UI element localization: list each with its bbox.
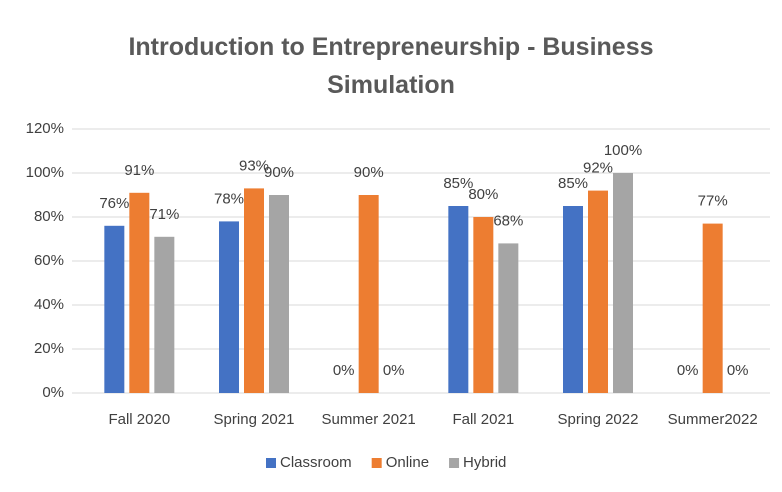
x-tick-label: Summer 2021 — [322, 411, 416, 428]
bar — [498, 243, 519, 393]
data-label: 71% — [149, 206, 179, 223]
x-tick-label: Fall 2021 — [452, 411, 514, 428]
chart-title: Introduction to Entrepreneurship - Busin… — [128, 33, 654, 99]
bar — [563, 206, 583, 393]
data-label: 85% — [443, 175, 473, 192]
bar — [473, 217, 494, 393]
legend-label: Hybrid — [463, 454, 506, 471]
bar — [104, 225, 125, 393]
data-label: 0% — [333, 362, 355, 379]
bar — [613, 173, 633, 393]
y-tick-label: 100% — [26, 164, 64, 181]
bar — [702, 223, 723, 393]
data-label: 77% — [698, 193, 728, 210]
bar — [154, 236, 175, 393]
y-tick-label: 120% — [26, 120, 64, 137]
bar — [358, 195, 379, 393]
y-tick-label: 40% — [34, 296, 64, 313]
y-tick-label: 0% — [42, 384, 64, 401]
legend-label: Online — [386, 454, 429, 471]
bar — [244, 188, 264, 393]
y-tick-label: 20% — [34, 340, 64, 357]
data-label: 80% — [468, 186, 498, 203]
data-label: 90% — [354, 164, 384, 181]
y-tick-label: 80% — [34, 208, 64, 225]
legend-label: Classroom — [280, 454, 352, 471]
data-label: 0% — [383, 362, 405, 379]
data-label: 76% — [99, 195, 129, 212]
data-label: 78% — [214, 190, 244, 207]
data-label: 0% — [727, 362, 749, 379]
bar — [219, 221, 239, 393]
data-label: 85% — [558, 175, 588, 192]
data-label: 92% — [583, 160, 613, 177]
y-tick-label: 60% — [34, 252, 64, 269]
data-label: 100% — [604, 142, 642, 159]
legend-swatch — [449, 458, 460, 468]
data-label: 68% — [493, 212, 523, 229]
legend-swatch — [371, 458, 382, 468]
x-tick-label: Summer2022 — [668, 411, 758, 428]
bar — [588, 190, 608, 393]
bar — [269, 195, 289, 393]
bar — [129, 192, 150, 393]
data-label: 93% — [239, 157, 269, 174]
data-label: 91% — [124, 162, 154, 179]
bar — [448, 206, 469, 393]
x-tick-label: Fall 2020 — [108, 411, 170, 428]
legend-swatch — [266, 458, 276, 468]
data-label: 0% — [677, 362, 699, 379]
x-tick-label: Spring 2021 — [214, 411, 295, 428]
x-tick-label: Spring 2022 — [558, 411, 639, 428]
data-label: 90% — [264, 164, 294, 181]
